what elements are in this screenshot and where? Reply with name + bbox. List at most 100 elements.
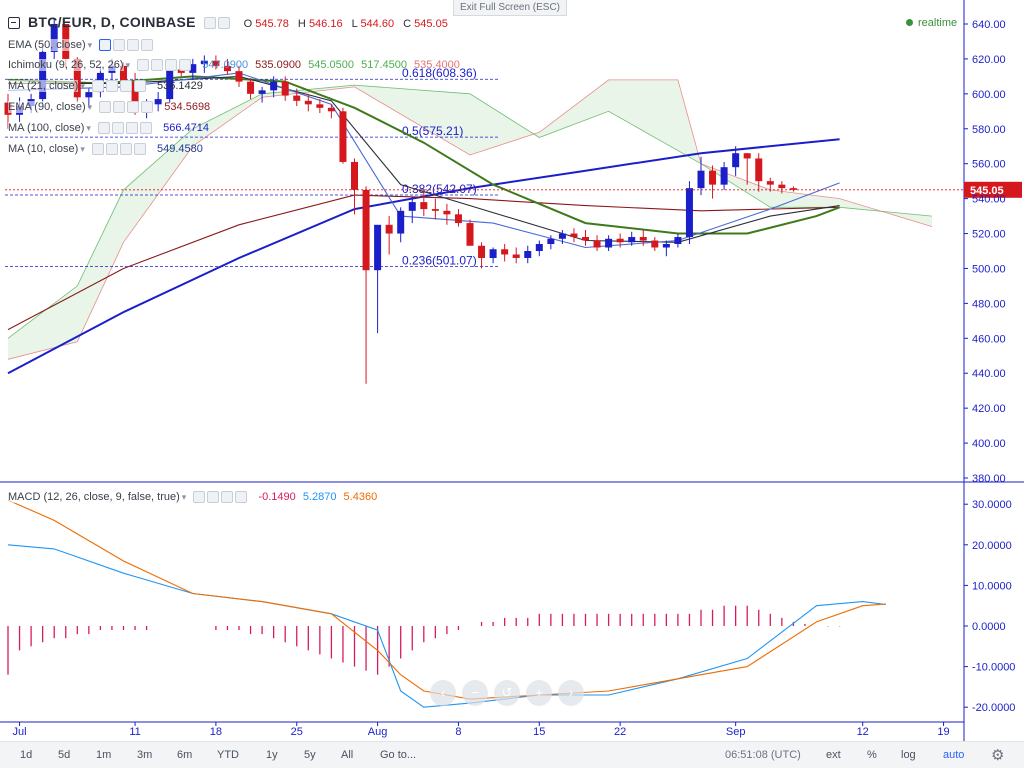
ohlc-values: O 545.78 H 546.16 L 544.60 C 545.05 <box>243 18 448 30</box>
zoom-in-icon[interactable]: + <box>526 680 552 706</box>
legend-ichimoku[interactable]: Ichimoku (9, 26, 52, 26) ▾ 547.0900 535.0… <box>8 59 460 72</box>
candle-body <box>674 237 682 245</box>
legend-macd[interactable]: MACD (12, 26, close, 9, false, true) ▾ -0… <box>8 491 378 504</box>
candle-body <box>351 161 358 190</box>
timeframe-5y[interactable]: 5y <box>304 749 316 761</box>
candle-body <box>697 170 705 189</box>
ichimoku-cloud <box>8 79 932 360</box>
candle-body <box>212 60 220 66</box>
exit-fullscreen-button[interactable]: Exit Full Screen (ESC) <box>453 0 567 16</box>
symbol-title[interactable]: BTC/EUR, D, COINBASE <box>28 14 196 30</box>
symbol-controls[interactable] <box>203 17 230 30</box>
candle-body <box>339 111 347 162</box>
reset-icon[interactable]: ↺ <box>494 680 520 706</box>
timeframe-all[interactable]: All <box>341 749 354 761</box>
scroll-right-icon[interactable]: › <box>558 680 584 706</box>
candle-body <box>304 100 312 105</box>
time-tick-label: 11 <box>129 726 140 738</box>
candle-body <box>639 237 647 241</box>
candle-body <box>223 65 231 72</box>
indicator-controls[interactable] <box>99 39 154 52</box>
chevron-down-icon[interactable]: ▾ <box>125 60 131 70</box>
candle-body <box>166 69 174 100</box>
timeframe-6m[interactable]: 6m <box>177 749 193 761</box>
chart-menu-icon[interactable] <box>8 17 20 29</box>
time-tick-label: 12 <box>857 726 869 738</box>
scroll-left-icon[interactable]: ‹ <box>430 680 456 706</box>
timeframe-3m[interactable]: 3m <box>137 749 153 761</box>
chevron-down-icon[interactable]: ▾ <box>181 492 187 502</box>
time-tick-label: Jul <box>13 726 27 738</box>
candle-body <box>281 81 289 96</box>
price-tick-label: 640.00 <box>972 19 1006 31</box>
symbol-header: BTC/EUR, D, COINBASE O 545.78 H 546.16 L… <box>28 14 454 30</box>
candle-body <box>200 60 208 65</box>
timeframe-5d[interactable]: 5d <box>58 749 71 761</box>
indicator-controls[interactable] <box>91 143 146 156</box>
chevron-down-icon[interactable]: ▾ <box>80 144 85 154</box>
macd-tick-label: -10.0000 <box>972 662 1015 674</box>
indicator-controls[interactable] <box>193 491 248 504</box>
timeframe-ytd[interactable]: YTD <box>217 749 239 761</box>
chevron-down-icon[interactable]: ▾ <box>87 102 93 112</box>
candle-body <box>247 81 255 94</box>
macd-signal-line <box>7 499 886 700</box>
candle-body <box>628 237 636 243</box>
price-chart[interactable]: 0.618(608.36) 0.5(575.21) 0.382(542.07) 0.2… <box>0 0 1024 741</box>
price-tick-label: 560.00 <box>972 159 1006 171</box>
time-tick-label: 25 <box>291 726 303 738</box>
candle-body <box>478 245 486 258</box>
candle-body <box>605 238 613 248</box>
overlay-line-2 <box>7 75 840 235</box>
clock[interactable]: 06:51:08 (UTC) <box>725 749 801 761</box>
fib-level-label: 0.382(542.07) <box>402 182 477 196</box>
candle-body <box>454 214 462 224</box>
candle-body <box>558 233 566 239</box>
chart-background <box>0 0 1024 741</box>
candle-body <box>189 64 197 73</box>
indicator-controls[interactable] <box>99 101 154 114</box>
candle-body <box>593 240 601 248</box>
macd-tick-label: -20.0000 <box>972 702 1015 714</box>
legend-ma10[interactable]: MA (10, close) ▾ 549.4580 <box>8 143 203 156</box>
legend-ema90[interactable]: EMA (90, close) ▾ 534.5698 <box>8 101 211 114</box>
legend-ema50[interactable]: EMA (50, close) ▾ <box>8 38 157 52</box>
macd-tick-label: 0.0000 <box>972 621 1006 633</box>
goto-date-button[interactable]: Go to... <box>380 749 417 761</box>
candle-body <box>293 95 301 101</box>
chart-navigation[interactable]: ‹ − ↺ + › <box>430 680 584 706</box>
log-toggle[interactable]: log <box>901 749 916 761</box>
candle-body <box>789 188 797 190</box>
fib-level-label: 0.618(608.36) <box>402 66 477 80</box>
legend-ma21[interactable]: MA (21, close) ▾ 536.1429 <box>8 80 203 93</box>
price-tick-label: 620.00 <box>972 54 1006 66</box>
bottom-toolbar: 1d 5d 1m 3m 6m YTD 1y 5y All Go to... 06… <box>0 741 1024 768</box>
price-tick-label: 580.00 <box>972 124 1006 136</box>
timeframe-1m[interactable]: 1m <box>96 749 112 761</box>
timeframe-1d[interactable]: 1d <box>20 749 33 761</box>
fib-level-label: 0.5(575.21) <box>402 124 463 138</box>
candle-body <box>316 104 324 108</box>
timeframe-1y[interactable]: 1y <box>266 749 278 761</box>
auto-toggle[interactable]: auto <box>943 749 965 761</box>
candle-body <box>258 90 266 94</box>
candle-body <box>50 24 58 52</box>
candle-body <box>466 223 474 246</box>
zoom-out-icon[interactable]: − <box>462 680 488 706</box>
indicator-controls[interactable] <box>98 122 153 135</box>
percent-toggle[interactable]: % <box>867 749 877 761</box>
chevron-down-icon[interactable]: ▾ <box>80 81 85 91</box>
candle-body <box>120 65 127 82</box>
ext-toggle[interactable]: ext <box>826 749 841 761</box>
indicator-controls[interactable] <box>91 80 146 93</box>
candle-body <box>732 153 740 168</box>
gear-icon[interactable]: ⚙ <box>991 747 1005 764</box>
legend-ma100[interactable]: MA (100, close) ▾ 566.4714 <box>8 122 209 135</box>
candle-body <box>766 181 774 185</box>
candle-body <box>397 210 405 234</box>
chevron-down-icon[interactable]: ▾ <box>86 123 91 133</box>
candle-body <box>489 249 497 258</box>
indicator-controls[interactable] <box>137 59 192 72</box>
candle-body <box>408 202 416 211</box>
chevron-down-icon[interactable]: ▾ <box>87 40 93 50</box>
